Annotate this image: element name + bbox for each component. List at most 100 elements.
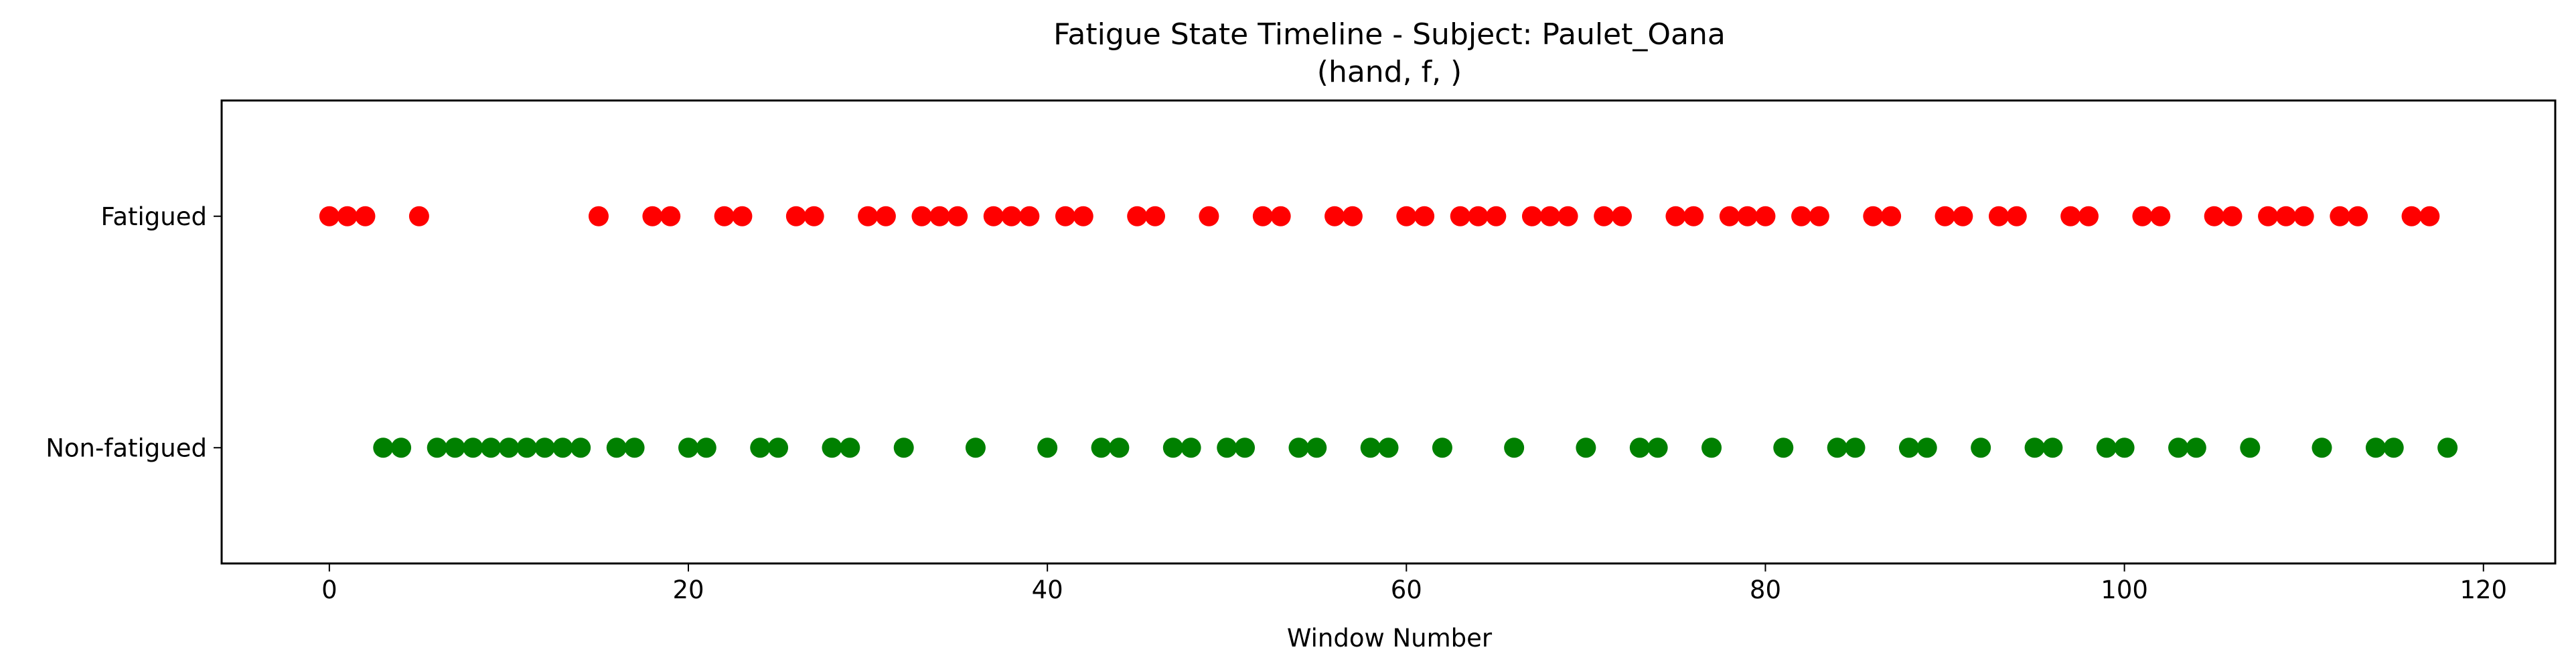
x-tick-label: 100 [2101,576,2148,604]
non-fatigued-point [624,438,645,458]
non-fatigued-point [893,438,914,458]
non-fatigued-point [1109,438,1130,458]
non-fatigued-point [2168,438,2189,458]
fatigued-point [1719,206,1740,226]
non-fatigued-point [965,438,986,458]
fatigued-point [2275,206,2296,226]
fatigued-point [642,206,663,226]
non-fatigued-point [2114,438,2135,458]
non-fatigued-point [750,438,771,458]
fatigued-point [1594,206,1614,226]
fatigued-point [1791,206,1812,226]
fatigued-point [785,206,806,226]
non-fatigued-point [1162,438,1183,458]
non-fatigued-point [1916,438,1937,458]
x-tick-label: 120 [2459,576,2507,604]
non-fatigued-point [1217,438,1237,458]
non-fatigued-point [1629,438,1650,458]
fatigued-point [1612,206,1632,226]
non-fatigued-point [498,438,519,458]
fatigued-point [1073,206,1093,226]
fatigued-point [1863,206,1884,226]
non-fatigued-point [1504,438,1525,458]
non-fatigued-point [1827,438,1847,458]
x-tick-label: 60 [1391,576,1422,604]
x-tick-label: 20 [672,576,704,604]
non-fatigued-point [2096,438,2117,458]
fatigued-point [858,206,879,226]
non-fatigued-point [571,438,591,458]
x-tick-label: 0 [321,576,337,604]
fatigued-point [1324,206,1345,226]
non-fatigued-point [391,438,412,458]
fatigued-point [911,206,932,226]
fatigued-point [337,206,358,226]
fatigued-point [1055,206,1075,226]
fatigued-point [1521,206,1542,226]
fatigued-point [2222,206,2243,226]
non-fatigued-point [1288,438,1309,458]
non-fatigued-point [481,438,502,458]
non-fatigued-point [2042,438,2063,458]
fatigued-point [1396,206,1417,226]
non-fatigued-point [427,438,447,458]
y-tick-label: Fatigued [100,202,207,231]
fatigued-point [408,206,429,226]
non-fatigued-point [445,438,465,458]
fatigued-point [1737,206,1758,226]
fatigued-point [1683,206,1704,226]
fatigued-point [2132,206,2153,226]
y-tick-label: Non-fatigued [46,433,207,462]
non-fatigued-point [1576,438,1596,458]
non-fatigued-point [2240,438,2261,458]
fatigued-point [2078,206,2099,226]
fatigued-point [1342,206,1363,226]
chart-title: Fatigue State Timeline - Subject: Paulet… [1053,17,1726,52]
fatigued-point [355,206,376,226]
non-fatigued-point [2186,438,2206,458]
fatigued-point [948,206,968,226]
fatigued-point [1665,206,1686,226]
fatigued-point [588,206,609,226]
non-fatigued-point [1845,438,1866,458]
fatigued-point [1270,206,1291,226]
non-fatigued-point [1181,438,1201,458]
non-fatigued-point [2312,438,2332,458]
non-fatigued-point [1306,438,1327,458]
fatigued-point [1881,206,1902,226]
non-fatigued-point [552,438,573,458]
non-fatigued-point [2437,438,2458,458]
non-fatigued-point [1647,438,1668,458]
non-fatigued-point [1037,438,1058,458]
fatigued-point [1001,206,1022,226]
fatigued-point [1414,206,1435,226]
non-fatigued-point [696,438,716,458]
plot-area-frame [220,99,2557,565]
non-fatigued-point [678,438,698,458]
non-fatigued-point [1432,438,1452,458]
fatigued-point [1127,206,1148,226]
non-fatigued-point [373,438,394,458]
fatigued-point [2204,206,2224,226]
fatigued-point [929,206,950,226]
non-fatigued-point [1091,438,1112,458]
fatigued-point [714,206,735,226]
fatigued-point [2419,206,2440,226]
fatigued-point [2006,206,2027,226]
fatigued-point [2150,206,2171,226]
fatigued-point [2401,206,2422,226]
fatigued-point [1539,206,1560,226]
fatigued-point [1252,206,1273,226]
fatigued-point [1558,206,1578,226]
fatigued-point [319,206,339,226]
fatigued-point [983,206,1004,226]
non-fatigued-point [1235,438,1256,458]
fatigued-point [1486,206,1507,226]
fatigued-point [1468,206,1489,226]
fatigued-point [1988,206,2009,226]
fatigued-point [875,206,896,226]
fatigued-point [732,206,753,226]
non-fatigued-point [1360,438,1381,458]
fatigued-point [1145,206,1165,226]
